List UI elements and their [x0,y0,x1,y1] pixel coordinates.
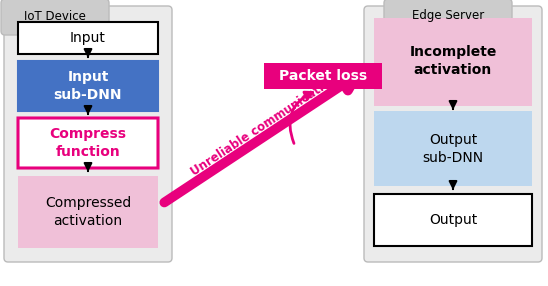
FancyBboxPatch shape [18,118,158,168]
Text: Edge Server: Edge Server [412,9,484,23]
Text: Output
sub-DNN: Output sub-DNN [423,133,483,165]
FancyBboxPatch shape [264,63,382,89]
Text: Compressed
activation: Compressed activation [45,196,131,228]
FancyBboxPatch shape [374,194,532,246]
Text: Output: Output [429,213,477,227]
Text: Incomplete
activation: Incomplete activation [409,45,496,77]
FancyArrowPatch shape [164,76,357,202]
Text: Input
sub-DNN: Input sub-DNN [54,70,122,102]
Text: Unreliable communication: Unreliable communication [189,72,340,179]
Text: IoT Device: IoT Device [24,9,86,23]
FancyBboxPatch shape [384,0,512,35]
FancyBboxPatch shape [364,6,542,262]
Text: Compress
function: Compress function [49,127,127,159]
FancyBboxPatch shape [18,61,158,111]
FancyBboxPatch shape [18,22,158,54]
FancyBboxPatch shape [374,111,532,186]
Text: Packet loss: Packet loss [279,69,367,83]
FancyBboxPatch shape [18,176,158,248]
FancyBboxPatch shape [1,0,109,35]
Text: Input: Input [70,31,106,45]
FancyBboxPatch shape [374,18,532,106]
FancyBboxPatch shape [4,6,172,262]
